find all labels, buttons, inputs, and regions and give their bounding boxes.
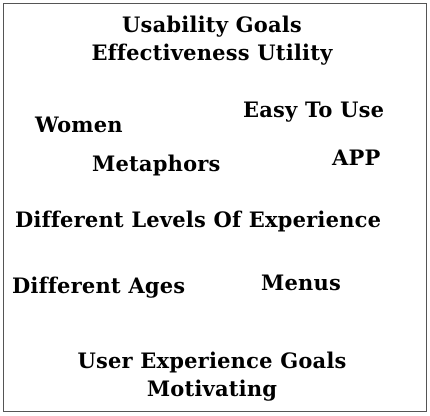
term-metaphors: Metaphors xyxy=(92,151,221,176)
term-different-levels-of-experience: Different Levels Of Experience xyxy=(15,207,382,232)
motivating-subtitle: Motivating xyxy=(146,376,278,401)
term-different-ages: Different Ages xyxy=(12,273,186,298)
term-easy-to-use: Easy To Use xyxy=(243,97,385,122)
user-experience-goals-title: User Experience Goals xyxy=(77,348,347,373)
term-app: APP xyxy=(332,145,381,170)
diagram-frame: Usability Goals Effectiveness Utility Ea… xyxy=(3,3,427,412)
term-women: Women xyxy=(35,112,123,137)
usability-goals-title: Usability Goals xyxy=(122,12,302,37)
term-menus: Menus xyxy=(261,270,341,295)
effectiveness-utility-subtitle: Effectiveness Utility xyxy=(91,40,333,65)
